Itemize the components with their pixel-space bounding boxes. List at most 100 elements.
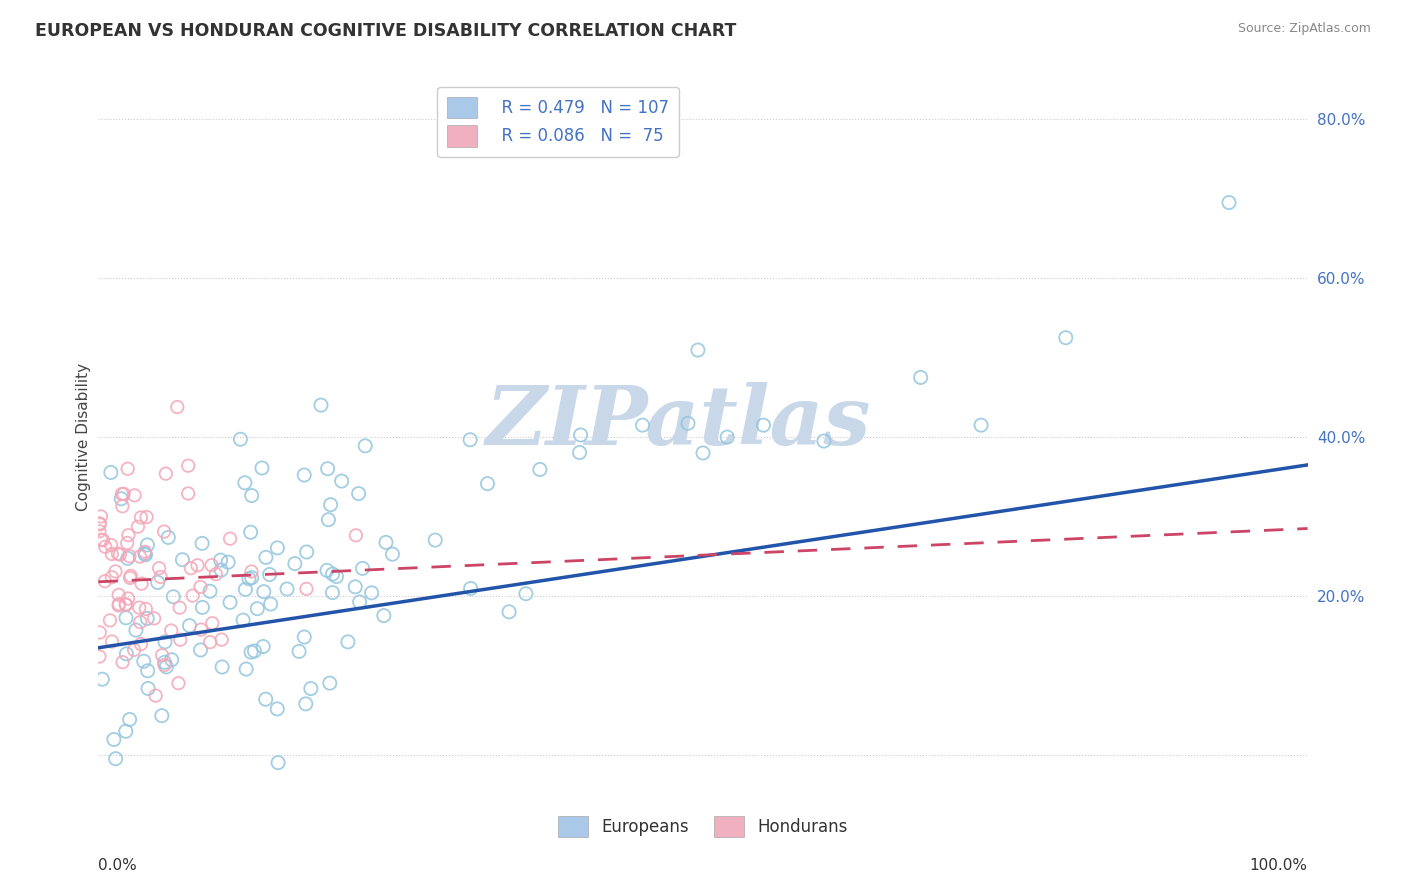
Point bbox=[676, 417, 699, 431]
Point bbox=[155, 467, 177, 481]
Point bbox=[254, 692, 277, 706]
Point bbox=[129, 549, 152, 564]
Point bbox=[118, 713, 141, 727]
Point bbox=[89, 517, 111, 532]
Point bbox=[135, 510, 157, 524]
Point bbox=[347, 486, 370, 500]
Point bbox=[219, 595, 242, 609]
Point bbox=[752, 418, 775, 433]
Point bbox=[136, 538, 159, 552]
Point bbox=[100, 538, 122, 552]
Point bbox=[98, 613, 121, 627]
Point bbox=[266, 702, 288, 716]
Point bbox=[104, 565, 127, 579]
Point bbox=[631, 418, 654, 433]
Point bbox=[162, 590, 184, 604]
Point bbox=[253, 584, 276, 599]
Point bbox=[94, 540, 117, 554]
Point bbox=[233, 475, 256, 490]
Point bbox=[107, 599, 129, 613]
Text: Source: ZipAtlas.com: Source: ZipAtlas.com bbox=[1237, 22, 1371, 36]
Point bbox=[692, 446, 714, 460]
Text: 0.0%: 0.0% bbox=[98, 858, 138, 872]
Point bbox=[101, 570, 124, 584]
Point bbox=[515, 587, 537, 601]
Point bbox=[686, 343, 709, 357]
Point bbox=[111, 487, 134, 501]
Point bbox=[115, 611, 138, 625]
Point bbox=[166, 400, 188, 414]
Point bbox=[143, 611, 166, 625]
Point bbox=[318, 513, 340, 527]
Point bbox=[115, 536, 138, 550]
Legend: Europeans, Hondurans: Europeans, Hondurans bbox=[550, 807, 856, 846]
Point bbox=[235, 582, 257, 597]
Point bbox=[118, 549, 141, 564]
Point bbox=[172, 552, 194, 566]
Point bbox=[146, 575, 169, 590]
Point bbox=[127, 519, 149, 533]
Point bbox=[103, 732, 125, 747]
Point bbox=[91, 533, 114, 547]
Point bbox=[191, 600, 214, 615]
Point bbox=[111, 500, 134, 514]
Point bbox=[108, 597, 131, 611]
Point bbox=[209, 553, 232, 567]
Point bbox=[1218, 195, 1240, 210]
Point bbox=[134, 548, 156, 562]
Point bbox=[111, 655, 134, 669]
Point bbox=[134, 545, 156, 559]
Point bbox=[136, 611, 159, 625]
Point bbox=[246, 601, 269, 615]
Point bbox=[349, 595, 371, 609]
Point bbox=[107, 547, 129, 561]
Point bbox=[190, 643, 212, 657]
Point bbox=[181, 589, 204, 603]
Y-axis label: Cognitive Disability: Cognitive Disability bbox=[76, 363, 91, 511]
Point bbox=[129, 637, 152, 651]
Text: ZIPatlas: ZIPatlas bbox=[486, 383, 872, 462]
Point bbox=[117, 551, 139, 566]
Point bbox=[813, 434, 835, 448]
Point bbox=[200, 558, 222, 573]
Point bbox=[117, 528, 139, 542]
Point bbox=[239, 525, 262, 540]
Point bbox=[136, 681, 159, 696]
Point bbox=[112, 487, 135, 501]
Point bbox=[177, 486, 200, 500]
Point bbox=[352, 561, 374, 575]
Point bbox=[90, 509, 112, 524]
Point bbox=[288, 644, 311, 658]
Point bbox=[150, 708, 173, 723]
Text: 100.0%: 100.0% bbox=[1250, 858, 1308, 872]
Point bbox=[321, 585, 343, 599]
Point bbox=[117, 591, 139, 606]
Point bbox=[155, 660, 177, 674]
Point bbox=[153, 658, 176, 673]
Point bbox=[180, 561, 202, 575]
Point bbox=[101, 547, 124, 561]
Point bbox=[330, 474, 353, 488]
Point bbox=[100, 466, 122, 480]
Point bbox=[94, 574, 117, 589]
Point bbox=[219, 532, 242, 546]
Point bbox=[568, 445, 591, 459]
Point bbox=[295, 582, 318, 596]
Point bbox=[217, 555, 239, 569]
Point bbox=[122, 643, 145, 657]
Point bbox=[132, 654, 155, 668]
Point bbox=[205, 567, 228, 582]
Point bbox=[160, 653, 183, 667]
Point bbox=[260, 597, 283, 611]
Point bbox=[191, 536, 214, 550]
Point bbox=[131, 576, 153, 591]
Point bbox=[169, 600, 191, 615]
Point bbox=[129, 510, 152, 524]
Point bbox=[150, 648, 173, 663]
Point bbox=[125, 623, 148, 637]
Point bbox=[319, 498, 342, 512]
Point bbox=[354, 439, 377, 453]
Point bbox=[240, 645, 263, 659]
Point bbox=[169, 632, 191, 647]
Point bbox=[136, 664, 159, 678]
